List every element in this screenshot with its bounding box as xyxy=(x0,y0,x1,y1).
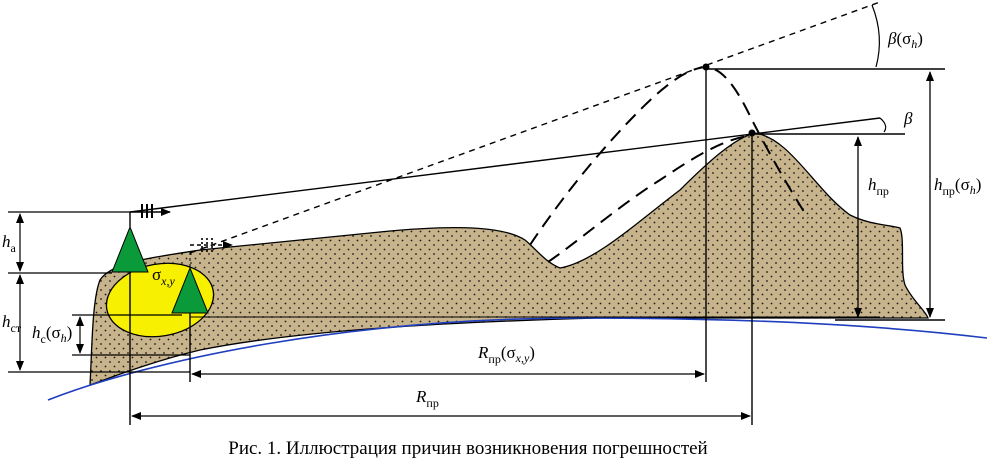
label-r-pr-sigma: Rпр(σx,y) xyxy=(477,343,535,366)
label-h-a: hа xyxy=(2,232,17,255)
obstacle-height-error-curve xyxy=(529,65,809,246)
ray-dashed xyxy=(189,1,881,254)
label-h-c-sigma: hс(σh) xyxy=(32,323,72,346)
earth-curvature-line xyxy=(47,317,987,401)
label-beta: β xyxy=(903,109,913,128)
label-h-pr-sigma: hпр(σh) xyxy=(934,175,981,198)
label-beta-sigma: β(σh) xyxy=(887,29,923,51)
beta-angle-arc xyxy=(879,117,887,133)
label-h-st: hст xyxy=(2,312,22,335)
label-r-pr: Rпр xyxy=(415,387,439,410)
label-sigma-xy: σx,y xyxy=(152,265,175,288)
emitter-arrow-solid xyxy=(129,204,171,227)
figure-caption: Рис. 1. Иллюстрация причин возникновения… xyxy=(228,438,707,459)
emitter-arrow-dashed xyxy=(190,238,233,252)
terrain-profile xyxy=(89,132,929,386)
terrain-top-dash xyxy=(547,134,753,263)
beta-sigma-angle-arc xyxy=(871,4,881,68)
label-h-pr: hпр xyxy=(868,175,889,198)
antenna-triangle-true xyxy=(111,225,149,273)
